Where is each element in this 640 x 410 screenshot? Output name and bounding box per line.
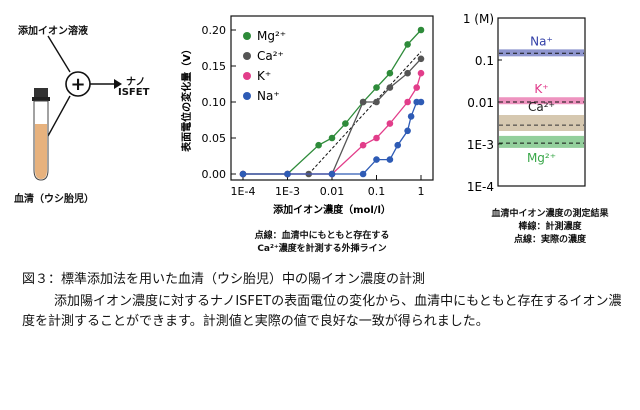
data-point (413, 84, 420, 91)
data-point (407, 113, 415, 120)
data-point (404, 69, 411, 77)
data-point (373, 156, 380, 163)
measured-band (499, 135, 584, 148)
x-tick-label: 0.1 (368, 185, 386, 198)
legend-marker (243, 32, 251, 40)
nano-label: ナノ (126, 77, 146, 88)
x-tick-label: 0.01 (320, 185, 345, 198)
data-point (386, 156, 394, 163)
legend-marker (243, 92, 251, 100)
chart-note-line1: 点線：血清中にもともと存在する (254, 231, 390, 241)
y-tick-label: 0.10 (202, 96, 227, 109)
band-label: Ca²⁺ (528, 100, 555, 114)
data-point (328, 134, 336, 142)
data-point (394, 141, 402, 149)
x-tick-label: 1E-4 (231, 185, 256, 198)
figure-caption-body: 添加陽イオン濃度に対するナノISFETの表面電位の変化から、血清中にもともと存在… (22, 294, 622, 329)
band-label: K⁺ (534, 82, 548, 96)
data-point (417, 26, 425, 34)
y-tick-label: 0.00 (202, 168, 227, 181)
isfet-label: ISFET (118, 87, 150, 98)
data-point (284, 170, 291, 178)
y-tick-label: 0.05 (202, 132, 227, 145)
data-point (386, 120, 394, 127)
plus-symbol: + (70, 74, 85, 95)
data-point (417, 69, 425, 77)
surface-potential-chart: 0.00 0.05 0.10 0.15 0.20 1E-4 1E-3 0.01 0.1 1 添加イオ… (180, 15, 434, 216)
results-caption-line3: 点線：実際の濃度 (513, 235, 586, 245)
results-caption-line1: 血清中イオン濃度の測定結果 (491, 209, 609, 219)
band-label: Mg²⁺ (527, 151, 556, 165)
legend-label: Ca²⁺ (257, 49, 284, 63)
x-tick-label: 1E-3 (275, 185, 300, 198)
chart-note-line2: Ca²⁺濃度を計測する外挿ライン (257, 244, 387, 254)
data-point (417, 55, 425, 63)
x-tick-label: 1 (418, 185, 425, 198)
data-point (404, 41, 411, 48)
measured-band (499, 97, 584, 105)
legend-label: K⁺ (257, 69, 271, 83)
data-point (373, 84, 380, 91)
test-tube-icon (32, 88, 50, 181)
figure-caption-title: 図３：標準添加法を用いた血清（ウシ胎児）中の陽イオン濃度の計測 (22, 272, 426, 287)
data-point (359, 141, 367, 149)
arrow-head-icon (114, 79, 122, 89)
bar-y-tick-label: 1 (M) (463, 12, 494, 26)
y-axis-label: 表面電位の変化量（V） (180, 44, 193, 153)
bar-y-tick-label: 0.1 (475, 54, 494, 68)
schematic-diagram: + (32, 35, 122, 181)
extrapolation-line (308, 51, 422, 175)
input-solution-label: 添加イオン溶液 (18, 26, 88, 37)
data-point (386, 69, 394, 77)
data-point (328, 170, 336, 178)
data-point (359, 170, 367, 178)
serum-ion-concentration-panel: 1 (M) 0.1 0.01 1E-3 1E-4 Na⁺ K⁺ Ca²⁺ Mg²⁺ (463, 12, 586, 194)
band-label: Na⁺ (530, 34, 553, 48)
data-point (315, 141, 322, 149)
y-tick-label: 0.20 (202, 24, 227, 37)
x-axis-label: 添加イオン濃度（mol/l） (273, 203, 391, 216)
data-point (373, 98, 380, 106)
data-point (404, 127, 411, 135)
legend-marker (243, 72, 251, 80)
data-point (359, 98, 367, 106)
data-point (417, 98, 425, 106)
series-line (243, 29, 422, 175)
data-point (239, 170, 247, 178)
results-caption-line2: 棒線：計測濃度 (518, 222, 582, 232)
bar-y-tick-label: 1E-3 (467, 138, 494, 152)
bar-y-tick-label: 1E-4 (467, 180, 494, 194)
legend-label: Na⁺ (257, 89, 280, 103)
legend-label: Mg²⁺ (257, 29, 286, 43)
serum-label: 血清（ウシ胎児） (14, 194, 94, 205)
data-point (404, 98, 411, 106)
data-point (386, 84, 394, 91)
bar-y-tick-label: 0.01 (467, 96, 494, 110)
measured-band (499, 115, 584, 131)
legend-marker (243, 52, 251, 60)
data-point (373, 134, 380, 142)
y-tick-label: 0.15 (202, 60, 227, 73)
data-point (342, 120, 349, 127)
